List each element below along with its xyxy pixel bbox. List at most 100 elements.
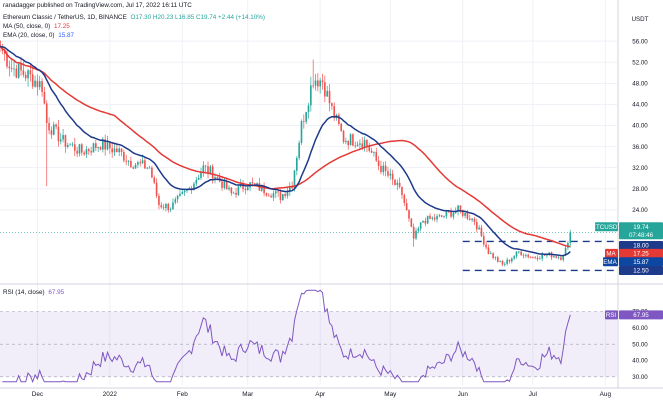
- ma-legend[interactable]: MA (50, close, 0) 17.25: [3, 23, 70, 31]
- candle: [300, 119, 303, 145]
- candle-body: [527, 254, 530, 257]
- candle-body: [148, 167, 151, 169]
- candle: [263, 182, 265, 197]
- support-tag-value: 12.50: [633, 268, 649, 275]
- ema-tag: EMA 15.87: [603, 257, 663, 267]
- candle-body: [569, 232, 572, 243]
- candle: [513, 255, 515, 261]
- candle-body: [106, 141, 109, 150]
- candle: [450, 207, 452, 219]
- candle-body: [50, 130, 53, 135]
- candle-body: [200, 172, 202, 178]
- candle-body: [151, 167, 153, 178]
- candle-body: [310, 85, 312, 106]
- candle-body: [24, 74, 27, 79]
- candle: [27, 68, 29, 87]
- candle-body: [331, 103, 333, 106]
- candle-body: [256, 183, 258, 185]
- price-axis[interactable]: 56.00 52.00 48.00 44.00 40.00 36.00 32.00 28.00…: [632, 38, 648, 214]
- candle: [321, 73, 324, 90]
- candle-body: [263, 185, 265, 194]
- time-axis[interactable]: Dec 2022 Feb Mar Apr May Jun Jul Aug: [32, 391, 612, 398]
- candle-body: [298, 142, 300, 158]
- candle-body: [246, 187, 249, 191]
- ema-legend[interactable]: EMA (20, close, 0) 15.87: [3, 32, 74, 40]
- candle: [424, 217, 427, 227]
- candle: [80, 143, 83, 156]
- candle-body: [342, 130, 345, 142]
- candle-body: [235, 192, 237, 195]
- candle: [73, 137, 76, 157]
- candle-body: [102, 139, 104, 150]
- candle-body: [36, 80, 39, 88]
- candle-body: [482, 236, 485, 245]
- rsi-legend[interactable]: RSI (14, close) 67.95: [3, 289, 64, 297]
- candle-body: [494, 257, 497, 259]
- candle-body: [338, 114, 340, 124]
- candle: [518, 250, 520, 254]
- candle: [471, 217, 473, 222]
- candle: [333, 102, 336, 121]
- candle-body: [57, 126, 60, 142]
- candle-body: [352, 134, 354, 146]
- candle-body: [183, 190, 186, 193]
- price-tick-label: 56.00: [632, 38, 648, 45]
- symbol-legend[interactable]: Ethereum Classic / TetherUS, 1D, BINANCE…: [3, 14, 265, 22]
- candle: [426, 215, 429, 225]
- candle-body: [375, 152, 378, 161]
- candle-body: [202, 165, 205, 173]
- candle: [179, 190, 181, 197]
- candle: [443, 215, 445, 219]
- candle-body: [426, 215, 429, 224]
- candle: [272, 190, 275, 201]
- candle-body: [186, 189, 188, 191]
- candle: [536, 255, 539, 262]
- symbol-title: Ethereum Classic / TetherUS, 1D, BINANCE: [3, 14, 127, 21]
- candle: [520, 250, 522, 256]
- candle-body: [155, 182, 158, 196]
- candle-body: [377, 160, 380, 166]
- candle: [102, 137, 104, 153]
- candle: [288, 182, 291, 196]
- candle-body: [496, 257, 499, 262]
- candle: [401, 186, 403, 199]
- candle: [106, 135, 109, 151]
- candle-body: [396, 182, 399, 185]
- candle: [499, 260, 501, 263]
- candle: [78, 143, 81, 157]
- candle: [137, 160, 139, 168]
- candle: [246, 186, 249, 191]
- candle-body: [125, 160, 128, 162]
- candle: [195, 177, 198, 187]
- candle: [125, 154, 128, 166]
- candle-body: [22, 70, 25, 75]
- candle-body: [207, 166, 209, 174]
- candle: [265, 192, 268, 197]
- candle: [534, 256, 537, 260]
- candle-body: [368, 146, 371, 151]
- candle-body: [382, 165, 385, 173]
- candle-body: [553, 256, 555, 258]
- candle-body: [153, 177, 156, 183]
- candle-body: [10, 68, 13, 70]
- rsi-tag-value-bg: [619, 310, 663, 320]
- candle-body: [167, 203, 170, 211]
- candle: [452, 211, 455, 220]
- candle-body: [120, 148, 123, 153]
- candle: [230, 187, 233, 196]
- candle: [153, 175, 156, 185]
- candle: [95, 140, 97, 151]
- candle-body: [384, 165, 387, 172]
- candle: [83, 150, 85, 156]
- candle: [445, 210, 448, 219]
- candle-body: [251, 182, 254, 184]
- candle: [249, 182, 251, 192]
- candle: [57, 119, 60, 147]
- price-tick-label: 44.00: [632, 102, 648, 109]
- candle-body: [97, 146, 99, 148]
- candle-body: [71, 144, 74, 146]
- candle-body: [34, 80, 36, 87]
- candle: [45, 100, 48, 187]
